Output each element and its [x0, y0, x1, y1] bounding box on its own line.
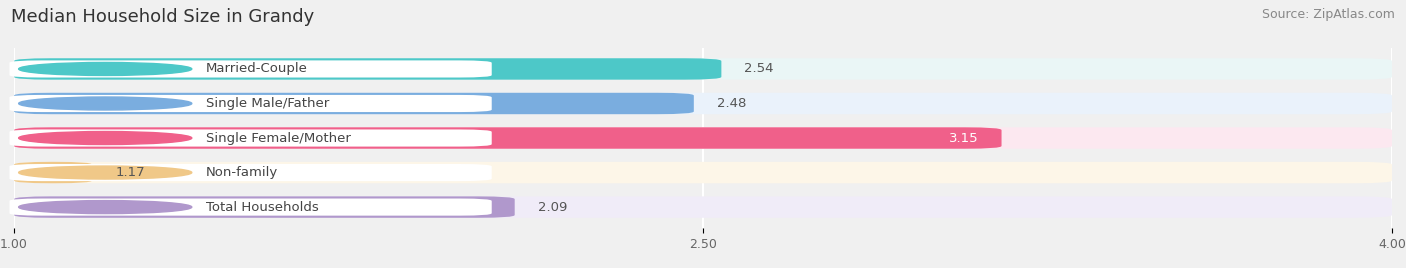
FancyBboxPatch shape: [14, 196, 515, 218]
Text: 2.09: 2.09: [537, 200, 567, 214]
Text: Median Household Size in Grandy: Median Household Size in Grandy: [11, 8, 315, 26]
FancyBboxPatch shape: [14, 93, 1392, 114]
FancyBboxPatch shape: [10, 164, 492, 181]
FancyBboxPatch shape: [14, 196, 1392, 218]
Text: 2.54: 2.54: [744, 62, 773, 76]
Text: Total Households: Total Households: [205, 200, 318, 214]
Circle shape: [18, 200, 191, 214]
FancyBboxPatch shape: [14, 127, 1001, 149]
Circle shape: [18, 132, 191, 144]
Text: Single Male/Father: Single Male/Father: [205, 97, 329, 110]
Text: Source: ZipAtlas.com: Source: ZipAtlas.com: [1261, 8, 1395, 21]
FancyBboxPatch shape: [14, 162, 93, 183]
Text: 2.48: 2.48: [717, 97, 747, 110]
Text: 1.17: 1.17: [115, 166, 145, 179]
Circle shape: [18, 166, 191, 179]
FancyBboxPatch shape: [10, 199, 492, 216]
FancyBboxPatch shape: [14, 58, 1392, 80]
FancyBboxPatch shape: [14, 162, 1392, 183]
FancyBboxPatch shape: [10, 95, 492, 112]
FancyBboxPatch shape: [10, 129, 492, 147]
Circle shape: [18, 97, 191, 110]
FancyBboxPatch shape: [14, 93, 693, 114]
Text: Non-family: Non-family: [205, 166, 278, 179]
FancyBboxPatch shape: [14, 58, 721, 80]
Text: Married-Couple: Married-Couple: [205, 62, 308, 76]
Text: Single Female/Mother: Single Female/Mother: [205, 132, 350, 144]
FancyBboxPatch shape: [10, 60, 492, 77]
Text: 3.15: 3.15: [949, 132, 979, 144]
FancyBboxPatch shape: [14, 127, 1392, 149]
Circle shape: [18, 62, 191, 76]
